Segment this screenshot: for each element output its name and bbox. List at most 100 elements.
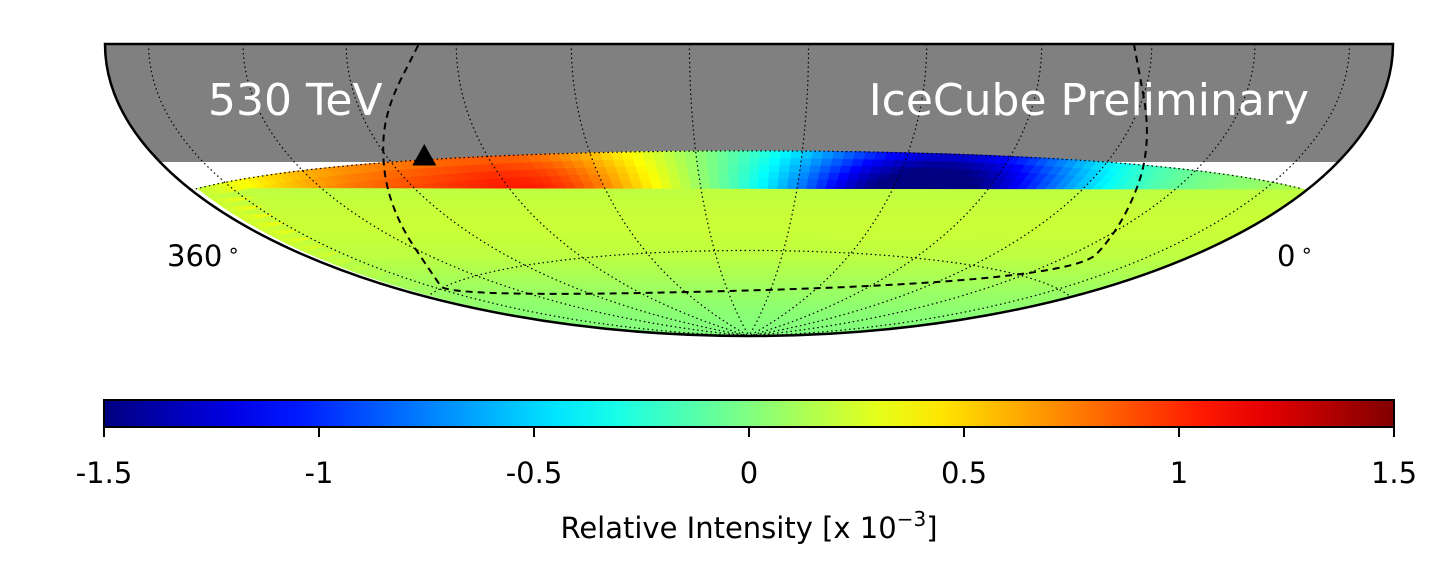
heatmap-cell	[789, 157, 802, 166]
colorbar-tick-label: -0.5	[506, 456, 563, 490]
heatmap-cell	[777, 178, 790, 186]
colorbar-tick-label: 1.5	[1371, 456, 1417, 490]
heatmap-cell	[799, 164, 812, 173]
heatmap-cell	[738, 171, 750, 179]
heatmap-cell	[797, 178, 809, 187]
heatmap-cell	[663, 150, 676, 159]
ra-label-right: 0 ∘	[1277, 238, 1313, 273]
heatmap-cell	[758, 171, 770, 179]
heatmap-cell	[676, 164, 689, 173]
heatmap-cell	[768, 171, 780, 179]
heatmap-cell	[684, 150, 697, 159]
heatmap-cell	[808, 171, 821, 180]
heatmap-cell	[809, 164, 822, 173]
heatmap-cell	[832, 150, 846, 160]
heatmap-cell	[717, 164, 730, 173]
heatmap-cell	[822, 150, 835, 159]
heatmap-cell	[679, 178, 692, 187]
heatmap-cell	[768, 164, 781, 173]
heatmap-cell	[778, 164, 791, 173]
heatmap-cell	[748, 157, 760, 166]
heatmap-cell	[728, 178, 740, 186]
heatmap-cell	[686, 164, 699, 173]
intensity-map	[196, 150, 1308, 336]
watermark-label: IceCube Preliminary	[869, 75, 1309, 126]
heatmap-cell	[811, 150, 825, 159]
heatmap-cell	[707, 164, 720, 173]
heatmap-cell	[654, 157, 667, 166]
heatmap-cell	[696, 164, 709, 173]
heatmap-cell	[820, 157, 834, 166]
heatmap-cell	[759, 150, 771, 159]
heatmap-cell	[780, 150, 793, 159]
heatmap-cell	[738, 164, 750, 173]
heatmap-cell	[758, 178, 770, 186]
heatmap-cell	[798, 171, 811, 180]
heatmap-cell	[652, 150, 666, 160]
heatmap-cell	[727, 150, 739, 159]
heatmap-cell	[665, 164, 679, 173]
skymap: 530 TeV IceCube Preliminary 360 ∘ 0 ∘	[103, 42, 1395, 338]
heatmap-cell	[727, 157, 740, 166]
heatmap-cell	[641, 151, 656, 160]
colorbar-tick-label: 0.5	[941, 456, 987, 490]
ra-label-left: 360 ∘	[167, 238, 240, 273]
colorbar-ticks: -1.5 -1 -0.5 0 0.5 1 1.5	[76, 427, 1417, 490]
heatmap-cell	[810, 157, 823, 166]
heatmap-cell	[689, 178, 701, 187]
heatmap-cell	[655, 164, 669, 173]
heatmap-cell	[769, 150, 782, 159]
colorbar-tick-label: 0	[740, 456, 758, 490]
heatmap-cell	[669, 178, 682, 187]
heatmap-cell	[708, 171, 720, 180]
energy-label: 530 TeV	[208, 75, 383, 126]
heatmap-cell	[697, 171, 710, 180]
heatmap-cell	[687, 171, 700, 180]
heatmap-cell	[667, 171, 681, 180]
heatmap-cell	[790, 150, 803, 159]
heatmap-cell	[779, 157, 792, 166]
heatmap-cell	[769, 157, 781, 166]
heatmap-cell	[695, 150, 708, 159]
heatmap-cell	[698, 178, 711, 186]
heatmap-cell	[705, 150, 718, 159]
heatmap-cell	[800, 157, 813, 166]
heatmap-cell	[677, 171, 690, 180]
heatmap-cell	[758, 157, 771, 166]
heatmap-cell	[789, 164, 802, 173]
colorbar-tick-label: -1	[305, 456, 334, 490]
heatmap-cell	[787, 178, 800, 186]
heatmap-cell	[788, 171, 801, 180]
colorbar-label: Relative Intensity [x 10−3]	[560, 507, 937, 545]
heatmap-cell	[778, 171, 790, 180]
heatmap-cell	[718, 171, 730, 179]
heatmap-cell	[696, 157, 709, 166]
heatmap-cell	[748, 177, 760, 186]
heatmap-cell	[801, 150, 814, 159]
heatmap-cell	[767, 178, 780, 186]
colorbar-gradient	[103, 399, 1395, 428]
heatmap-cell	[728, 171, 740, 179]
heatmap-cell	[706, 157, 719, 166]
heatmap-cell	[716, 150, 729, 159]
heatmap-cell	[673, 150, 687, 159]
heatmap-cell	[685, 157, 698, 166]
colorbar-tick-label: -1.5	[76, 456, 133, 490]
heatmap-cell	[738, 157, 750, 166]
heatmap-cell	[748, 164, 760, 173]
heatmap-cell	[727, 164, 740, 173]
colorbar: -1.5 -1 -0.5 0 0.5 1 1.5 Relative Intensity [x…	[76, 399, 1417, 545]
heatmap-cell	[758, 164, 771, 173]
heatmap-cell	[748, 150, 761, 159]
heatmap-cell	[675, 157, 688, 166]
masked-sky-region	[105, 44, 1393, 162]
heatmap-cell	[664, 157, 678, 166]
heatmap-cell	[738, 177, 750, 186]
heatmap-cell	[708, 178, 721, 186]
heatmap-cell	[718, 178, 731, 186]
colorbar-tick-label: 1	[1170, 456, 1188, 490]
heatmap-cell	[717, 157, 729, 166]
heatmap-cell	[196, 187, 1308, 200]
heatmap-cell	[748, 171, 760, 179]
